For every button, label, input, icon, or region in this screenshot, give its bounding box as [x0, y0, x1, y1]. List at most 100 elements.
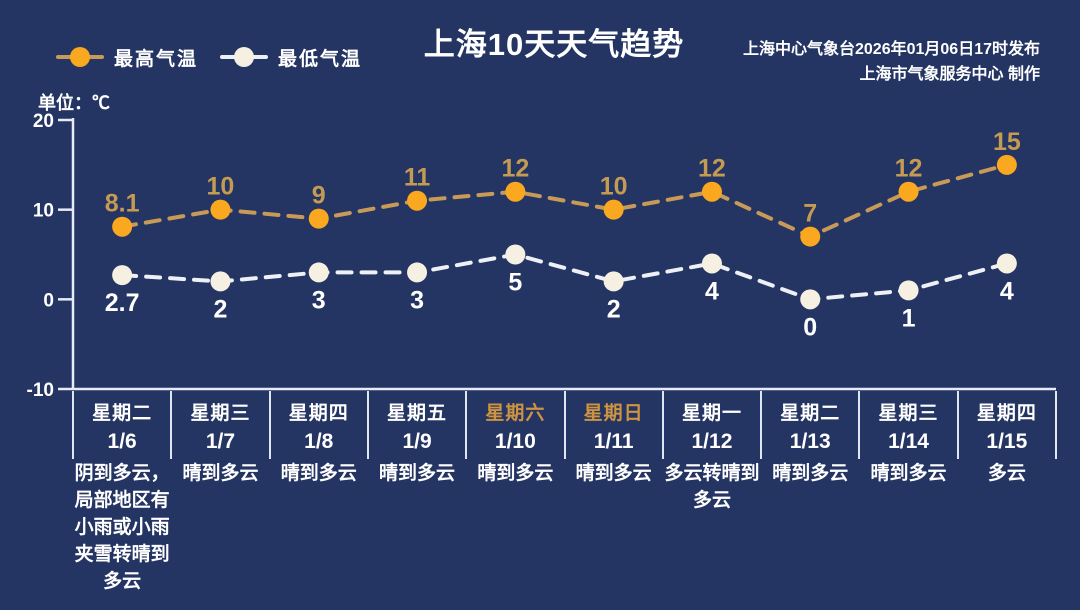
high-temp-value-label: 15	[993, 128, 1021, 156]
legend-item-high: 最高气温	[56, 44, 198, 71]
y-tick-label: 0	[43, 290, 54, 311]
day-divider	[170, 391, 173, 459]
low-temp-value-label: 3	[410, 286, 424, 314]
weather-label: 晴到多云	[182, 463, 259, 484]
day-axis-row: 星期二 1/6 阴到多云，局部地区有小雨或小雨夹雪转晴到多云 星期三 1/7 晴到多云 星期…	[0, 391, 1080, 606]
weekday-label: 星期二	[92, 403, 153, 424]
low-temp-line	[120, 252, 1009, 302]
high-temp-point	[603, 199, 624, 220]
high-temp-value-label: 7	[803, 200, 817, 228]
weather-label: 晴到多云	[870, 463, 947, 484]
day-divider	[661, 391, 664, 459]
weather-label: 晴到多云	[772, 463, 849, 484]
high-temp-point	[800, 226, 821, 247]
date-label: 1/7	[205, 430, 236, 453]
low-temp-point	[603, 271, 624, 292]
low-temp-point	[308, 262, 329, 283]
day-divider	[366, 391, 369, 459]
high-temp-point	[505, 181, 526, 202]
date-label: 1/14	[888, 430, 929, 453]
weather-label: 多云	[987, 463, 1026, 484]
day-divider	[760, 391, 763, 459]
low-temp-value-label: 4	[1000, 277, 1014, 305]
day-column: 星期日 1/11 晴到多云	[565, 391, 663, 487]
low-temp-value-label: 5	[508, 269, 522, 297]
low-temp-point	[112, 265, 133, 286]
low-temp-point	[898, 280, 919, 301]
day-column: 星期四 1/8 晴到多云	[270, 391, 368, 487]
high-temp-value-label: 11	[404, 164, 431, 192]
date-label: 1/6	[107, 430, 137, 453]
weather-label: 晴到多云	[575, 463, 652, 484]
day-column: 星期四 1/15 多云	[958, 391, 1056, 487]
weather-label: 多云转晴到多云	[664, 463, 760, 511]
day-column: 星期二 1/13 晴到多云	[761, 391, 859, 487]
high-temp-point	[407, 190, 428, 211]
high-temp-point	[701, 181, 722, 202]
high-temp-point	[210, 199, 231, 220]
low-temp-value-label: 2.7	[105, 289, 140, 317]
day-divider	[465, 391, 468, 459]
day-column: 星期五 1/9 晴到多云	[368, 391, 466, 487]
low-series-swatch	[220, 46, 269, 68]
weekday-label: 星期三	[190, 403, 251, 424]
legend-item-low: 最低气温	[220, 44, 362, 71]
date-label: 1/15	[986, 430, 1028, 453]
date-label: 1/8	[304, 430, 334, 453]
high-temp-value-label: 12	[895, 155, 923, 183]
high-temp-point	[898, 181, 919, 202]
weekday-label: 星期五	[387, 403, 448, 424]
day-column: 星期一 1/12 多云转晴到多云	[663, 391, 761, 514]
page-title: 上海10天天气趋势	[423, 27, 685, 62]
weekday-label: 星期六	[485, 403, 546, 424]
low-temp-point	[800, 289, 821, 310]
high-temp-point	[308, 208, 329, 229]
low-temp-point	[407, 262, 428, 283]
date-label: 1/13	[789, 430, 831, 453]
date-label: 1/10	[494, 430, 536, 453]
high-series-swatch	[56, 46, 104, 68]
low-temp-point	[996, 253, 1017, 274]
day-divider	[858, 391, 861, 459]
weekday-label: 星期日	[583, 403, 644, 424]
legend-marker-icon	[234, 47, 255, 67]
legend-label-low: 最低气温	[278, 48, 363, 70]
weather-label: 晴到多云	[280, 463, 357, 484]
low-temp-point	[701, 253, 722, 274]
high-temp-point	[112, 216, 133, 237]
chart-legend: 最高气温 最低气温	[56, 44, 362, 70]
day-divider	[956, 391, 959, 459]
day-column: 星期三 1/7 晴到多云	[171, 391, 269, 487]
y-tick-label: 10	[33, 201, 54, 222]
high-temp-value-label: 12	[698, 155, 726, 183]
low-temp-value-label: 0	[803, 313, 817, 341]
high-temp-value-label: 9	[312, 182, 326, 210]
day-divider	[563, 391, 566, 459]
low-temp-value-label: 1	[902, 304, 916, 332]
low-temp-value-label: 3	[312, 286, 326, 314]
high-temp-value-label: 10	[207, 173, 235, 201]
low-temp-value-label: 2	[607, 295, 621, 323]
weather-label: 晴到多云	[379, 463, 456, 484]
low-temp-point	[505, 244, 526, 265]
day-column: 星期六 1/10 晴到多云	[466, 391, 564, 487]
weekday-label: 星期四	[976, 403, 1037, 424]
high-temp-value-label: 12	[501, 155, 529, 183]
low-temp-point	[210, 271, 231, 292]
high-temp-value-label: 8.1	[105, 190, 140, 218]
high-temp-line	[120, 162, 1009, 239]
weather-label: 阴到多云，局部地区有小雨或小雨夹雪转晴到多云	[74, 463, 170, 592]
low-temp-value-label: 4	[705, 277, 719, 305]
date-label: 1/9	[402, 430, 432, 453]
date-label: 1/11	[593, 430, 634, 453]
day-column: 星期二 1/6 阴到多云，局部地区有小雨或小雨夹雪转晴到多云	[73, 391, 171, 595]
high-temp-value-label: 10	[600, 173, 628, 201]
weekday-label: 星期四	[288, 403, 349, 424]
high-temp-point	[996, 154, 1017, 175]
attribution-block: 上海中心气象台2026年01月06日17时发布 上海市气象服务中心 制作	[743, 37, 1040, 87]
weekday-label: 星期一	[681, 403, 742, 424]
day-divider	[268, 391, 271, 459]
weekday-label: 星期二	[780, 403, 841, 424]
unit-label: 单位：℃	[38, 93, 110, 113]
